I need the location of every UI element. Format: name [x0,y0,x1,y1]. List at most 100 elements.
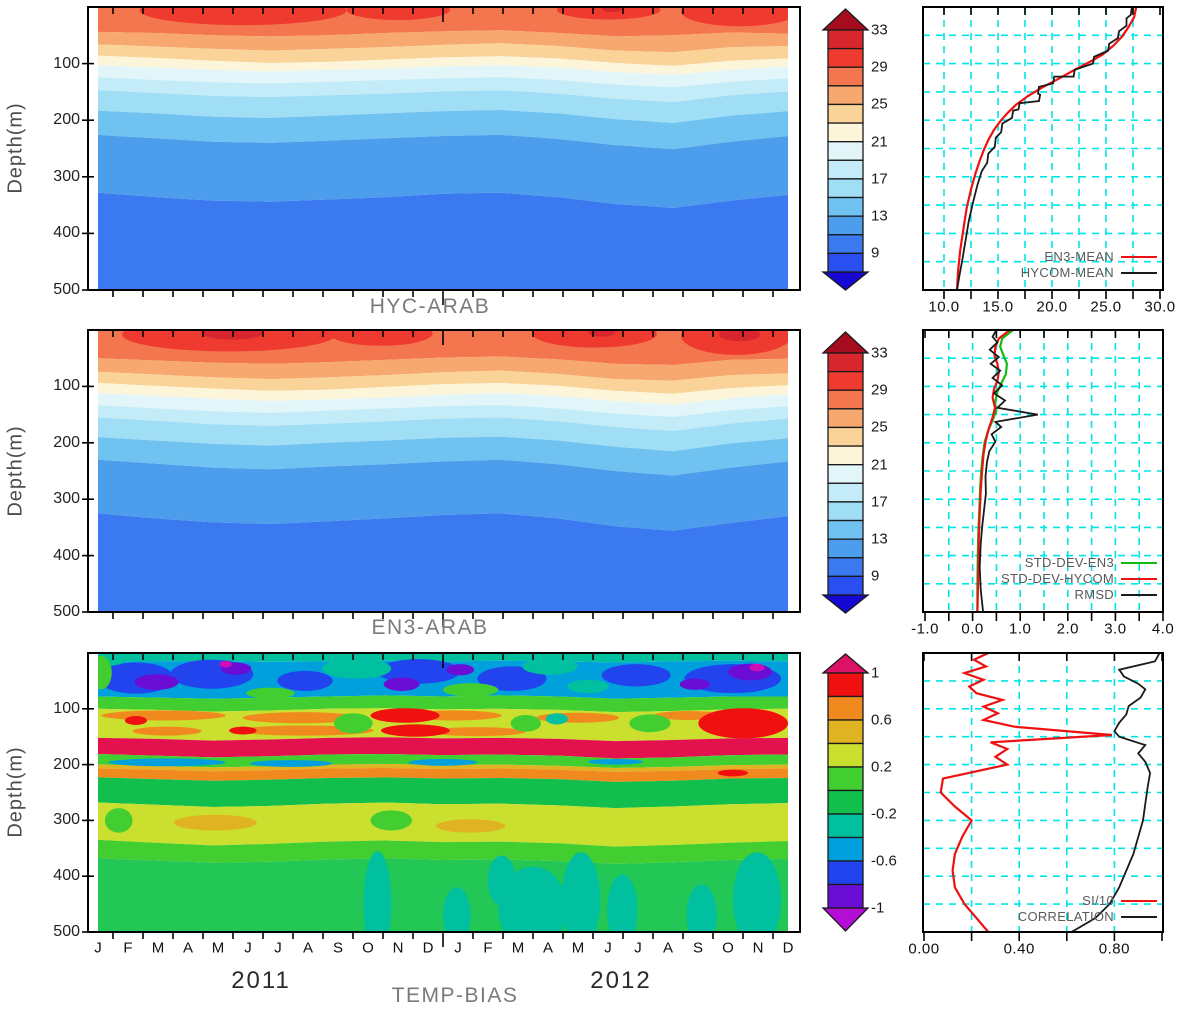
contour-blob [139,7,347,26]
panel2-title: EN3-ARAB [371,616,489,639]
depth-tick-label: 400 [53,546,80,564]
legend-std-rmsd: STD-DEV-EN3 STD-DEV-HYCOM RMSD [1001,555,1157,602]
panel-frame [922,6,1164,291]
contour-blob [370,708,440,723]
series-line-SI/10 [939,653,1113,932]
x-tick-label: 4.0 [1151,620,1175,638]
colorbar-tick-label: 17 [871,493,888,511]
legend-line-swatch [1121,561,1157,564]
contour-blob [681,330,788,355]
colorbar-tick-label: 25 [871,95,888,113]
x-tick-label: 10.0 [928,298,960,316]
colorbar-tick-label: 1 [871,664,880,682]
month-label: S [332,939,344,957]
colorbar-segment [827,883,864,909]
contour-blob [346,7,450,21]
depth-tick-label: 200 [53,755,80,773]
contour-blob [545,713,568,725]
contour-band [98,436,788,476]
contour-blob [510,714,541,732]
contour-blob [246,687,295,699]
contour-band [98,777,788,809]
month-label: A [182,939,194,957]
colorbar-tick-label: 33 [871,21,888,39]
legend-si-correlation: SI/10 CORRELATION [1018,893,1157,924]
depth-tick-label: 100 [53,54,80,72]
contour-band [98,77,788,103]
colorbar-tick-label: 13 [871,207,888,225]
series-line-STD-DEV-HYCOM [976,330,1011,612]
legend-line-swatch [1121,593,1157,596]
std-rmsd-profile-curves [976,330,1038,612]
month-label: D [422,939,434,957]
panel1-ylabel: Depth(m) [4,102,27,194]
contour-band [98,417,788,452]
x-tick-label: 0.0 [961,620,984,638]
contour-band [98,737,788,759]
depth-tick-label: 100 [53,699,80,717]
contour-blob [443,683,499,697]
contour-band [98,839,788,864]
contour-band [98,134,788,208]
contour-blob [383,677,420,691]
month-label: A [662,939,674,957]
contour-blob [104,808,133,833]
contour-blob [108,758,226,767]
legend-row-HYCOM-MEAN: HYCOM-MEAN [1021,265,1157,280]
contour-band [98,192,788,290]
bias-colorbar [821,653,870,932]
contour-band [98,405,788,431]
contour-blob [629,714,671,733]
std-rmsd-profile [922,329,1164,621]
contour-blob [229,726,257,735]
month-label: M [211,939,225,957]
panel-frame [87,652,801,933]
colorbar-tick-label: 0.2 [871,758,892,776]
x-tick-label: 15.0 [982,298,1014,316]
colorbar-tick-label: 21 [871,456,888,474]
contour-blob [477,666,547,691]
contour-blob [173,814,257,831]
contour-blob [122,330,337,352]
x-tick-label: 3.0 [1104,620,1127,638]
month-label: M [151,939,165,957]
panel-frame [87,329,801,613]
panel3-ylabel: Depth(m) [4,746,27,838]
contour-blob [134,674,179,690]
legend-line-swatch [1121,577,1157,580]
si-correlation-profile-curves [939,653,1161,932]
contour-blob [602,7,622,13]
colorbar-tick-label: 9 [871,567,880,585]
legend-line-swatch [1121,915,1157,918]
contour-band [98,695,788,713]
contour-blob [749,663,765,672]
contour-blob [219,660,232,668]
legend-line-swatch [1121,271,1157,274]
colorbar-tick-label: -1 [871,899,885,917]
colorbar-segment [827,252,864,273]
contour-band [98,30,788,53]
contour-band [98,110,788,150]
contour-blob [242,712,361,724]
panel1-title: HYC-ARAB [369,295,491,318]
x-tick-label: 1.0 [1009,620,1032,638]
month-label: F [483,939,493,957]
mean-profile-curves [955,7,1138,290]
month-label: J [94,939,102,957]
contour-band [98,43,788,66]
legend-label: STD-DEV-EN3 [1024,555,1114,570]
month-label: N [752,939,764,957]
contour-blob [522,658,578,675]
contour-band [98,90,788,124]
contour-blob [333,713,373,734]
contour-blob [732,852,782,932]
x-tick-label: 0.00 [908,940,940,958]
si-correlation-profile [922,652,1164,941]
year-label-2011: 2011 [231,967,291,994]
month-label: M [511,939,525,957]
x-tick-label: -1.0 [911,620,939,638]
contour-blob [607,874,638,932]
colorbar-tick-label: 17 [871,170,888,188]
